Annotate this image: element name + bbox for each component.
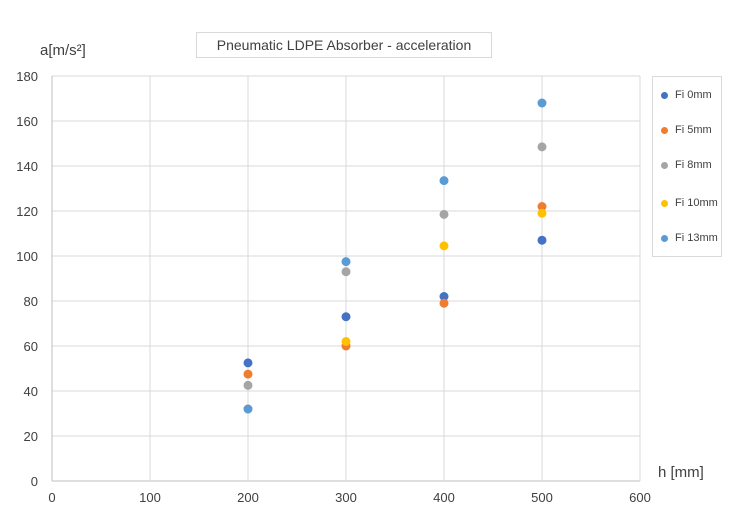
legend-marker — [661, 126, 668, 134]
x-tick-label: 400 — [433, 490, 455, 505]
data-point-fi-8mm — [243, 380, 253, 390]
y-tick-label: 140 — [16, 159, 38, 174]
data-point-fi-5mm — [439, 298, 449, 308]
data-point-fi-8mm — [341, 267, 351, 277]
legend: Fi 0mm Fi 5mm Fi 8mm Fi 10mm Fi 13mm — [652, 76, 722, 257]
y-tick-label: 20 — [24, 429, 38, 444]
chart-title: Pneumatic LDPE Absorber - acceleration — [196, 32, 492, 58]
data-point-fi-8mm — [537, 142, 547, 152]
y-tick-label: 40 — [24, 384, 38, 399]
data-point-fi-0mm — [341, 312, 351, 322]
x-axis-label: h [mm] — [658, 464, 704, 481]
legend-item-fi-8mm: Fi 8mm — [661, 159, 712, 171]
x-tick-label: 600 — [629, 490, 651, 505]
data-point-fi-10mm — [439, 241, 449, 251]
data-point-fi-0mm — [439, 292, 449, 301]
data-point-fi-8mm — [439, 209, 449, 219]
x-tick-label: 500 — [531, 490, 553, 505]
y-tick-label: 0 — [31, 474, 38, 489]
legend-label: Fi 5mm — [675, 124, 712, 136]
legend-item-fi-0mm: Fi 0mm — [661, 89, 712, 101]
legend-item-fi-10mm: Fi 10mm — [661, 197, 718, 209]
data-point-fi-10mm — [537, 208, 547, 218]
data-point-fi-13mm — [537, 98, 547, 108]
y-tick-label: 180 — [16, 69, 38, 84]
x-tick-label: 100 — [139, 490, 161, 505]
y-tick-label: 60 — [24, 339, 38, 354]
y-tick-label: 160 — [16, 114, 38, 129]
legend-label: Fi 13mm — [675, 232, 718, 244]
legend-marker — [661, 199, 668, 207]
legend-label: Fi 0mm — [675, 89, 712, 101]
legend-item-fi-13mm: Fi 13mm — [661, 232, 718, 244]
data-point-fi-10mm — [341, 337, 351, 346]
x-tick-label: 200 — [237, 490, 259, 505]
data-point-fi-13mm — [243, 404, 253, 414]
data-point-fi-13mm — [439, 176, 449, 186]
legend-marker — [661, 91, 668, 99]
y-tick-label: 80 — [24, 294, 38, 309]
y-tick-label: 120 — [16, 204, 38, 219]
chart-title-text: Pneumatic LDPE Absorber - acceleration — [216, 37, 472, 53]
legend-item-fi-5mm: Fi 5mm — [661, 124, 712, 136]
data-point-fi-0mm — [243, 358, 253, 368]
y-axis-label: a[m/s²] — [40, 42, 86, 59]
legend-marker — [661, 234, 668, 242]
y-tick-label: 100 — [16, 249, 38, 264]
x-tick-label: 300 — [335, 490, 357, 505]
data-point-fi-13mm — [341, 257, 351, 267]
legend-label: Fi 10mm — [675, 197, 718, 209]
data-point-fi-0mm — [537, 235, 547, 245]
data-point-fi-5mm — [243, 369, 253, 379]
x-tick-label: 0 — [48, 490, 55, 505]
data-point-fi-5mm — [537, 202, 547, 211]
legend-label: Fi 8mm — [675, 159, 712, 171]
legend-marker — [661, 161, 668, 169]
